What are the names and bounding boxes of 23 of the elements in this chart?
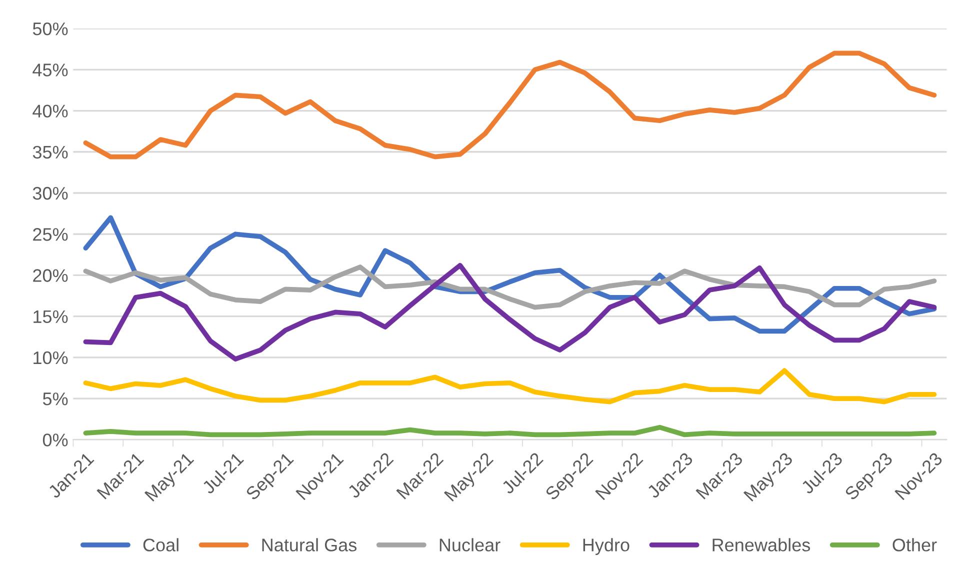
line-series bbox=[83, 264, 937, 310]
line-series bbox=[83, 50, 937, 160]
y-tick-label: 0% bbox=[42, 434, 68, 446]
y-tick-label: 50% bbox=[32, 22, 68, 36]
y-tick-label: 25% bbox=[33, 228, 68, 241]
line-series bbox=[83, 368, 937, 404]
line-series bbox=[83, 215, 937, 334]
legend-label: Nuclear bbox=[440, 538, 500, 552]
legend-label: Other bbox=[892, 538, 937, 552]
y-tick-label: 30% bbox=[32, 186, 68, 200]
line-series bbox=[83, 262, 937, 362]
y-tick-label: 20% bbox=[33, 269, 68, 282]
y-tick-label: 35% bbox=[32, 146, 68, 159]
y-tick-label: 10% bbox=[34, 351, 68, 364]
y-tick-label: 40% bbox=[32, 104, 68, 118]
line-series bbox=[83, 424, 937, 438]
y-tick-label: 15% bbox=[34, 310, 68, 324]
legend-label: Coal bbox=[143, 538, 178, 552]
y-tick-label: 45% bbox=[32, 64, 68, 76]
legend-label: Hydro bbox=[583, 538, 630, 555]
y-tick-label: 5% bbox=[42, 392, 68, 406]
legend-label: Natural Gas bbox=[262, 538, 357, 552]
legend-label: Renewables bbox=[712, 538, 810, 552]
